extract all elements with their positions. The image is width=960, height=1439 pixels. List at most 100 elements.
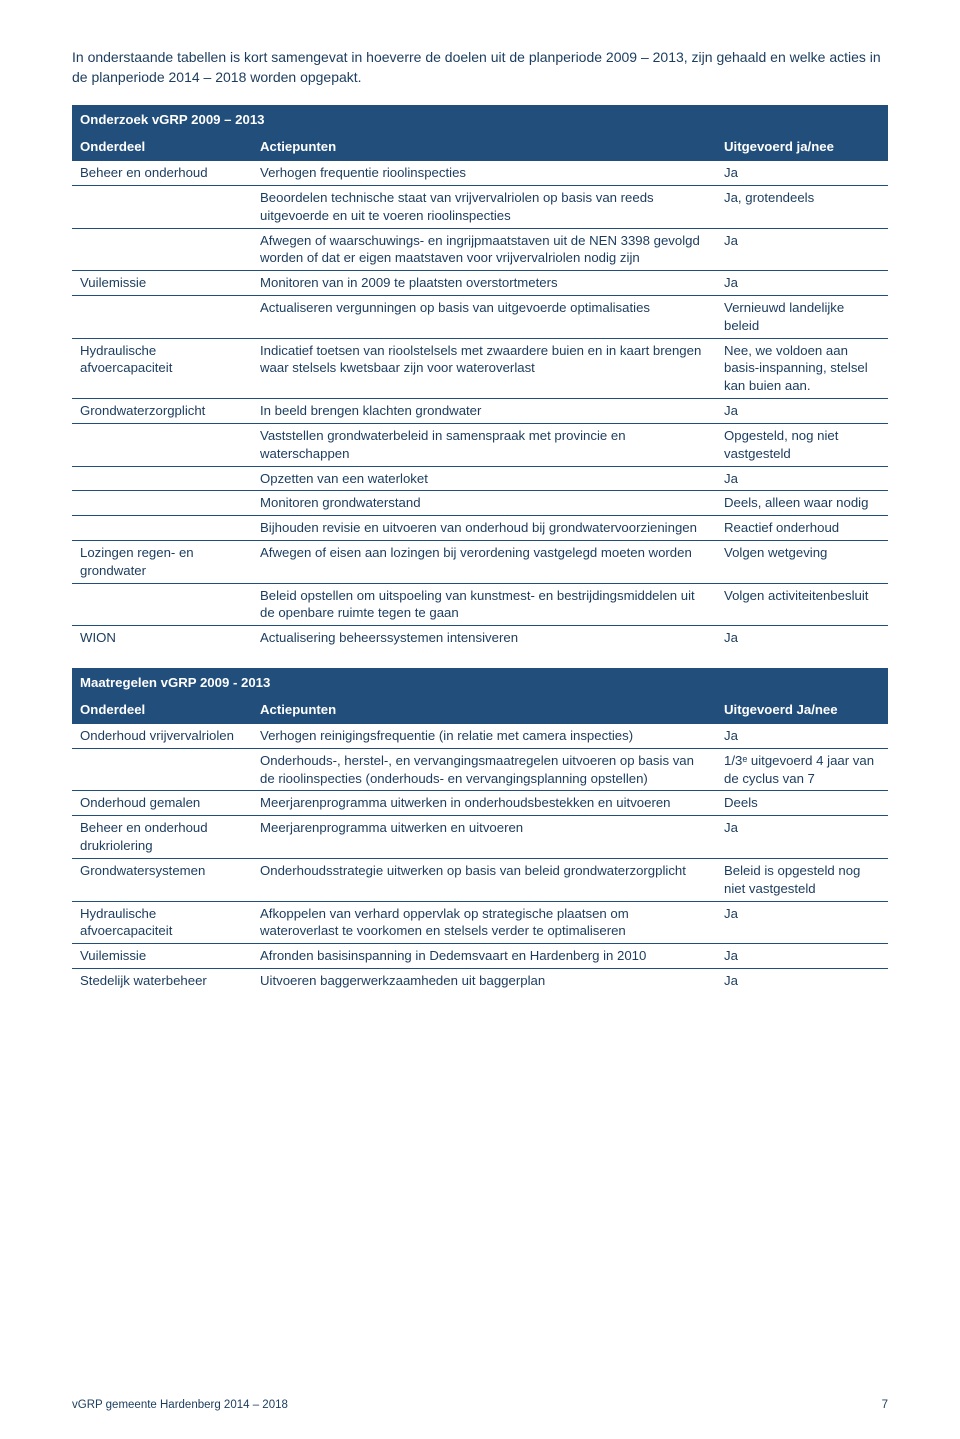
table2-cell: Onderhoud vrijvervalriolen — [72, 724, 252, 749]
table1-cell: Ja — [716, 466, 888, 491]
table-row: Stedelijk waterbeheerUitvoeren baggerwer… — [72, 968, 888, 992]
table1-cell: In beeld brengen klachten grondwater — [252, 399, 716, 424]
table-row: Monitoren grondwaterstandDeels, alleen w… — [72, 491, 888, 516]
table2-cell: Hydraulische afvoercapaciteit — [72, 901, 252, 944]
table1-cell: Indicatief toetsen van rioolstelsels met… — [252, 338, 716, 398]
table1-title: Onderzoek vGRP 2009 – 2013 — [72, 105, 888, 133]
table1-cell: Ja — [716, 271, 888, 296]
table1-cell: Beheer en onderhoud — [72, 161, 252, 186]
table1-cell: Vuilemissie — [72, 271, 252, 296]
table2-cell: Afronden basisinspanning in Dedemsvaart … — [252, 944, 716, 969]
intro-paragraph: In onderstaande tabellen is kort samenge… — [72, 48, 888, 87]
table1-cell — [72, 185, 252, 228]
table2-header-2: Uitgevoerd Ja/nee — [716, 697, 888, 724]
table-row: Bijhouden revisie en uitvoeren van onder… — [72, 516, 888, 541]
table1-cell: Monitoren van in 2009 te plaatsten overs… — [252, 271, 716, 296]
table1-cell: Afwegen of waarschuwings- en ingrijpmaat… — [252, 228, 716, 271]
table1-cell: Opzetten van een waterloket — [252, 466, 716, 491]
table1-cell: Ja — [716, 228, 888, 271]
table2-cell: Beleid is opgesteld nog niet vastgesteld — [716, 858, 888, 901]
table-maatregelen: Maatregelen vGRP 2009 - 2013 Onderdeel A… — [72, 668, 888, 993]
table1-header-1: Actiepunten — [252, 134, 716, 161]
table-row: Beheer en onderhoudVerhogen frequentie r… — [72, 161, 888, 186]
table1-cell: Reactief onderhoud — [716, 516, 888, 541]
table1-cell: Nee, we voldoen aan basis-inspanning, st… — [716, 338, 888, 398]
table2-cell: Ja — [716, 816, 888, 859]
table1-header-0: Onderdeel — [72, 134, 252, 161]
page-footer: vGRP gemeente Hardenberg 2014 – 2018 7 — [72, 1397, 888, 1413]
table1-cell: Afwegen of eisen aan lozingen bij verord… — [252, 540, 716, 583]
table-row: Vaststellen grondwaterbeleid in samenspr… — [72, 423, 888, 466]
table-row: WIONActualisering beheerssystemen intens… — [72, 626, 888, 650]
footer-left: vGRP gemeente Hardenberg 2014 – 2018 — [72, 1397, 288, 1413]
table1-cell: Grondwaterzorgplicht — [72, 399, 252, 424]
table2-cell: Ja — [716, 901, 888, 944]
table1-cell: Actualiseren vergunningen op basis van u… — [252, 296, 716, 339]
table1-header-2: Uitgevoerd ja/nee — [716, 134, 888, 161]
table2-cell: Uitvoeren baggerwerkzaamheden uit bagger… — [252, 968, 716, 992]
table1-cell: Opgesteld, nog niet vastgesteld — [716, 423, 888, 466]
table-row: Hydraulische afvoercapaciteitAfkoppelen … — [72, 901, 888, 944]
table2-cell: Meerjarenprogramma uitwerken en uitvoere… — [252, 816, 716, 859]
table2-title: Maatregelen vGRP 2009 - 2013 — [72, 668, 888, 696]
table1-cell — [72, 296, 252, 339]
table-row: Beleid opstellen om uitspoeling van kuns… — [72, 583, 888, 626]
table2-cell: Vuilemissie — [72, 944, 252, 969]
table1-cell: Deels, alleen waar nodig — [716, 491, 888, 516]
table-row: Actualiseren vergunningen op basis van u… — [72, 296, 888, 339]
table-row: Beoordelen technische staat van vrijverv… — [72, 185, 888, 228]
table1-cell: Beoordelen technische staat van vrijverv… — [252, 185, 716, 228]
table2-cell: Afkoppelen van verhard oppervlak op stra… — [252, 901, 716, 944]
table1-cell: WION — [72, 626, 252, 650]
table1-cell — [72, 491, 252, 516]
page: In onderstaande tabellen is kort samenge… — [0, 0, 960, 1439]
table-row: Opzetten van een waterloketJa — [72, 466, 888, 491]
table1-cell — [72, 423, 252, 466]
table-row: Onderhoud vrijvervalriolenVerhogen reini… — [72, 724, 888, 749]
table1-cell: Ja — [716, 161, 888, 186]
table-row: Onderhoud gemalenMeerjarenprogramma uitw… — [72, 791, 888, 816]
table-row: VuilemissieAfronden basisinspanning in D… — [72, 944, 888, 969]
table2-cell: Grondwatersystemen — [72, 858, 252, 901]
table1-cell: Vaststellen grondwaterbeleid in samenspr… — [252, 423, 716, 466]
table2-cell: Deels — [716, 791, 888, 816]
table1-cell: Volgen activiteitenbesluit — [716, 583, 888, 626]
table2-cell: Ja — [716, 968, 888, 992]
table-row: GrondwaterzorgplichtIn beeld brengen kla… — [72, 399, 888, 424]
table2-cell: Ja — [716, 724, 888, 749]
table1-cell: Ja — [716, 626, 888, 650]
table1-cell — [72, 228, 252, 271]
table1-cell: Vernieuwd landelijke beleid — [716, 296, 888, 339]
table-row: Hydraulische afvoercapaciteitIndicatief … — [72, 338, 888, 398]
table1-cell: Ja, grotendeels — [716, 185, 888, 228]
footer-page-number: 7 — [882, 1397, 888, 1413]
table-row: GrondwatersystemenOnderhoudsstrategie ui… — [72, 858, 888, 901]
table-row: Onderhouds-, herstel-, en vervangingsmaa… — [72, 748, 888, 791]
table2-cell: Ja — [716, 944, 888, 969]
table2-cell: Stedelijk waterbeheer — [72, 968, 252, 992]
table1-cell: Bijhouden revisie en uitvoeren van onder… — [252, 516, 716, 541]
table1-cell: Ja — [716, 399, 888, 424]
table2-header-1: Actiepunten — [252, 697, 716, 724]
table2-cell: Onderhoud gemalen — [72, 791, 252, 816]
table-row: Afwegen of waarschuwings- en ingrijpmaat… — [72, 228, 888, 271]
table2-cell: Beheer en onderhoud drukriolering — [72, 816, 252, 859]
table-row: Lozingen regen- en grondwaterAfwegen of … — [72, 540, 888, 583]
table2-cell: Onderhouds-, herstel-, en vervangingsmaa… — [252, 748, 716, 791]
table1-cell: Actualisering beheerssystemen intensiver… — [252, 626, 716, 650]
table2-cell: Onderhoudsstrategie uitwerken op basis v… — [252, 858, 716, 901]
table1-cell: Lozingen regen- en grondwater — [72, 540, 252, 583]
table2-cell: Meerjarenprogramma uitwerken in onderhou… — [252, 791, 716, 816]
table-row: VuilemissieMonitoren van in 2009 te plaa… — [72, 271, 888, 296]
table2-cell — [72, 748, 252, 791]
table1-cell — [72, 466, 252, 491]
table1-cell: Monitoren grondwaterstand — [252, 491, 716, 516]
table1-cell — [72, 516, 252, 541]
table-onderzoek: Onderzoek vGRP 2009 – 2013 Onderdeel Act… — [72, 105, 888, 650]
table1-cell: Hydraulische afvoercapaciteit — [72, 338, 252, 398]
table1-cell: Verhogen frequentie rioolinspecties — [252, 161, 716, 186]
table1-cell: Volgen wetgeving — [716, 540, 888, 583]
table2-cell: 1/3ᵉ uitgevoerd 4 jaar van de cyclus van… — [716, 748, 888, 791]
table1-cell: Beleid opstellen om uitspoeling van kuns… — [252, 583, 716, 626]
table1-cell — [72, 583, 252, 626]
